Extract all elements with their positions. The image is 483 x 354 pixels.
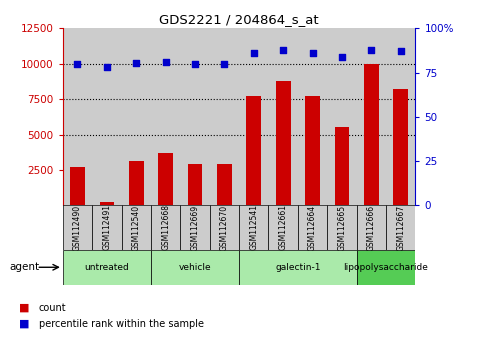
Text: GSM112668: GSM112668 bbox=[161, 205, 170, 250]
Text: GSM112661: GSM112661 bbox=[279, 205, 288, 250]
Point bbox=[338, 54, 346, 59]
Bar bbox=[122, 205, 151, 250]
Text: galectin-1: galectin-1 bbox=[275, 263, 321, 272]
Bar bbox=[239, 250, 356, 285]
Bar bbox=[386, 205, 415, 250]
Bar bbox=[63, 250, 151, 285]
Bar bbox=[386, 28, 415, 205]
Text: vehicle: vehicle bbox=[179, 263, 212, 272]
Point bbox=[103, 64, 111, 70]
Bar bbox=[356, 28, 386, 205]
Bar bbox=[327, 205, 356, 250]
Point bbox=[162, 59, 170, 65]
Bar bbox=[327, 28, 356, 205]
Bar bbox=[217, 164, 232, 205]
Point bbox=[279, 47, 287, 52]
Point bbox=[132, 60, 140, 66]
Bar bbox=[246, 96, 261, 205]
Bar bbox=[393, 89, 408, 205]
Bar bbox=[269, 28, 298, 205]
Text: GSM112670: GSM112670 bbox=[220, 204, 229, 251]
Point bbox=[397, 48, 405, 54]
Bar bbox=[210, 205, 239, 250]
Text: ■: ■ bbox=[19, 303, 30, 313]
Bar bbox=[70, 167, 85, 205]
Bar bbox=[180, 28, 210, 205]
Bar bbox=[63, 205, 92, 250]
Bar bbox=[239, 205, 269, 250]
Text: GSM112669: GSM112669 bbox=[190, 204, 199, 251]
Title: GDS2221 / 204864_s_at: GDS2221 / 204864_s_at bbox=[159, 13, 319, 26]
Bar bbox=[151, 205, 180, 250]
Text: GSM112666: GSM112666 bbox=[367, 204, 376, 251]
Bar bbox=[63, 28, 92, 205]
Bar bbox=[305, 96, 320, 205]
Bar bbox=[151, 28, 180, 205]
Point bbox=[250, 50, 257, 56]
Bar bbox=[239, 28, 269, 205]
Text: untreated: untreated bbox=[85, 263, 129, 272]
Text: count: count bbox=[39, 303, 66, 313]
Text: GSM112667: GSM112667 bbox=[396, 204, 405, 251]
Bar bbox=[92, 28, 122, 205]
Bar bbox=[356, 250, 415, 285]
Text: GSM112490: GSM112490 bbox=[73, 204, 82, 251]
Bar bbox=[99, 202, 114, 205]
Bar bbox=[158, 153, 173, 205]
Point bbox=[309, 50, 316, 56]
Bar bbox=[364, 64, 379, 205]
Bar bbox=[188, 164, 202, 205]
Text: GSM112664: GSM112664 bbox=[308, 204, 317, 251]
Text: ■: ■ bbox=[19, 319, 30, 329]
Bar bbox=[298, 205, 327, 250]
Bar bbox=[122, 28, 151, 205]
Text: percentile rank within the sample: percentile rank within the sample bbox=[39, 319, 204, 329]
Text: GSM112540: GSM112540 bbox=[132, 204, 141, 251]
Text: GSM112665: GSM112665 bbox=[338, 204, 346, 251]
Bar bbox=[180, 205, 210, 250]
Bar bbox=[269, 205, 298, 250]
Bar bbox=[92, 205, 122, 250]
Point bbox=[73, 61, 81, 67]
Bar bbox=[129, 161, 143, 205]
Text: GSM112491: GSM112491 bbox=[102, 205, 112, 250]
Text: GSM112541: GSM112541 bbox=[249, 205, 258, 250]
Bar bbox=[356, 205, 386, 250]
Bar bbox=[276, 81, 290, 205]
Point bbox=[221, 61, 228, 67]
Bar bbox=[210, 28, 239, 205]
Text: agent: agent bbox=[10, 262, 40, 272]
Point bbox=[368, 47, 375, 52]
Point bbox=[191, 61, 199, 67]
Bar bbox=[298, 28, 327, 205]
Bar bbox=[151, 250, 239, 285]
Bar bbox=[335, 127, 349, 205]
Text: lipopolysaccharide: lipopolysaccharide bbox=[343, 263, 428, 272]
